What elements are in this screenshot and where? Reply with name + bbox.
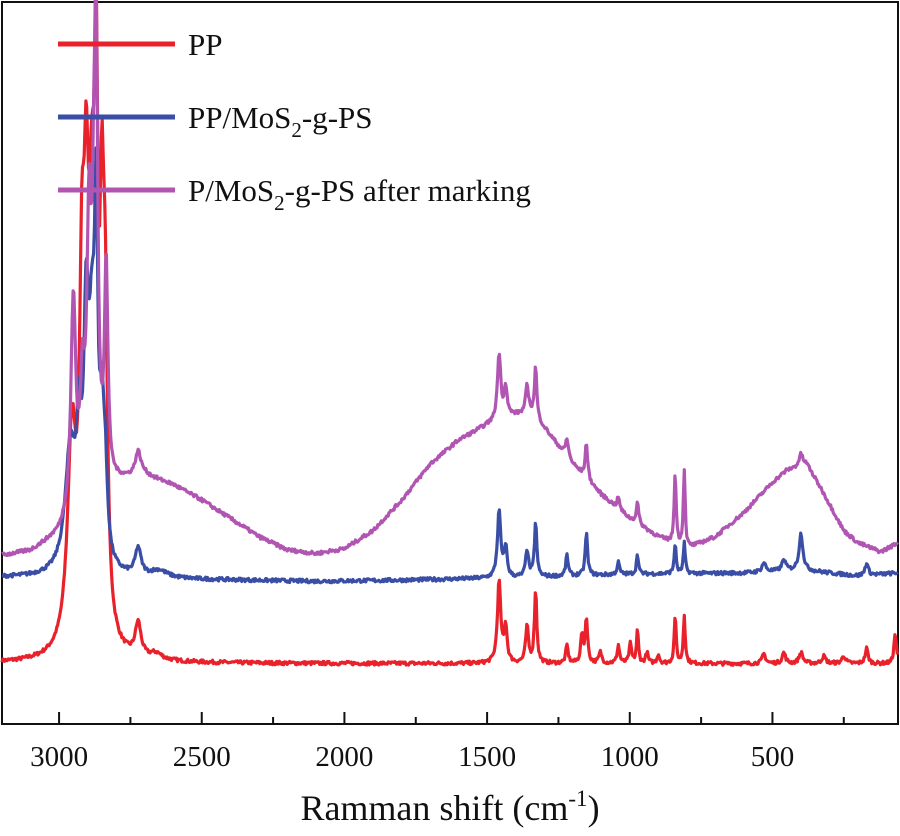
- x-axis-title-sup: -1: [568, 786, 587, 811]
- x-axis-title-close: ): [588, 788, 600, 828]
- legend-label-2: P/MoS2-g-PS after marking: [188, 173, 531, 215]
- x-tick-label-2000: 2000: [315, 741, 373, 773]
- x-tick-label-3000: 3000: [30, 741, 88, 773]
- x-tick-label-1500: 1500: [458, 741, 516, 773]
- legend: PP PP/MoS2-g-PS P/MoS2-g-PS after marking: [58, 27, 531, 215]
- series-line-1: [1, 146, 899, 585]
- x-axis-title-main: Ramman shift (cm: [300, 788, 568, 828]
- x-tick-label-2500: 2500: [173, 741, 231, 773]
- x-tick-label-1000: 1000: [601, 741, 659, 773]
- legend-label-0: PP: [188, 27, 222, 62]
- x-axis-tick-labels: 3000 2500 2000 1500 1000 500: [30, 741, 794, 773]
- legend-label-1: PP/MoS2-g-PS: [188, 100, 373, 142]
- series-line-2: [1, 0, 899, 557]
- series-layer: [0, 0, 899, 667]
- plot-frame: [1, 1, 899, 725]
- x-axis-ticks: [58, 712, 845, 724]
- series-line-0: [0, 0, 899, 667]
- x-tick-label-500: 500: [751, 741, 795, 773]
- x-axis-title: Ramman shift (cm-1): [300, 786, 599, 828]
